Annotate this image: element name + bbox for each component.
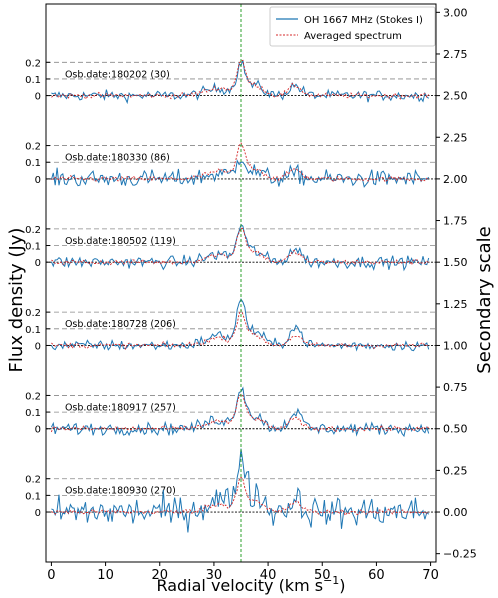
right-tick-label-1: 0.00	[443, 506, 468, 519]
x-tick-label-4: 40	[260, 568, 277, 583]
right-tick-label-12: 2.75	[443, 48, 468, 61]
panel-1-tick-label-0: 0	[35, 175, 41, 186]
x-tick-label-3: 30	[206, 568, 223, 583]
panel-5-tick-label-1: 0.1	[25, 491, 41, 502]
secondary-axis: −0.25 0.00 0.25 0.50 0.75 1.00 1.25 1.50 1.75 2.0…	[436, 6, 477, 561]
panel-4-tick-label-0: 0	[35, 425, 41, 436]
panel-1-tick-label-1: 0.1	[25, 158, 41, 169]
x-axis-title-sup: −1	[323, 574, 339, 587]
panel-3-averaged-line	[51, 308, 429, 351]
panel-0-stokes-line	[51, 59, 430, 105]
x-tick-label-5: 50	[314, 568, 331, 583]
panel-5-tick-label-2: 0.2	[25, 475, 41, 486]
panel-0-tick-label-1: 0.1	[25, 75, 41, 86]
panel-1-stokes-line	[50, 159, 430, 188]
panel-2-tick-label-1: 0.1	[25, 242, 41, 253]
panel-3-tick-label-2: 0.2	[25, 308, 41, 319]
right-tick-label-7: 1.50	[443, 256, 468, 269]
panel-1-averaged-line	[51, 142, 429, 183]
panel-3-tick-label-1: 0.1	[25, 325, 41, 336]
legend-label-stokes: OH 1667 MHz (Stokes I)	[304, 15, 423, 26]
x-tick-label-1: 10	[97, 568, 114, 583]
x-tick-label-2: 20	[151, 568, 168, 583]
right-tick-label-9: 2.00	[443, 173, 468, 186]
right-tick-label-8: 1.75	[443, 215, 468, 228]
right-tick-label-5: 1.00	[443, 339, 468, 352]
right-tick-label-0: −0.25	[443, 548, 477, 561]
panel-0-averaged-line	[51, 59, 430, 100]
right-tick-label-11: 2.50	[443, 90, 468, 103]
panel-3-tick-label-0: 0	[35, 341, 41, 352]
panel-1-tick-label-2: 0.2	[25, 142, 41, 153]
plot-frame	[45, 3, 437, 563]
x-axis: 0 10 20 30 40 50 60 70	[47, 562, 439, 583]
panel-2-averaged-line	[51, 227, 429, 266]
panel-4-tick-label-1: 0.1	[25, 408, 41, 419]
panel-0: 0 0.1 0.2 Osb.date:180202 (30)	[25, 58, 436, 105]
panel-5-stokes-line	[51, 448, 430, 533]
panel-2-label: Osb.date:180502 (119)	[65, 236, 176, 247]
secondary-axis-title: Secondary scale	[474, 226, 495, 373]
panel-0-label: Osb.date:180202 (30)	[65, 69, 170, 80]
panel-4-averaged-line	[50, 393, 429, 433]
x-axis-title-close: )	[339, 576, 345, 595]
panel-3-stokes-line	[50, 298, 430, 352]
right-tick-label-2: 0.25	[443, 464, 468, 477]
panel-2-tick-label-0: 0	[35, 258, 41, 269]
right-tick-label-4: 0.75	[443, 381, 468, 394]
right-tick-label-10: 2.25	[443, 131, 468, 144]
x-tick-label-6: 60	[368, 568, 385, 583]
x-axis-title: Radial velocity (km s−1)	[156, 574, 345, 595]
panel-5: 0 0.1 0.2 Osb.date:180930 (270)	[25, 448, 436, 533]
x-tick-label-0: 0	[47, 568, 55, 583]
right-tick-label-6: 1.25	[443, 298, 468, 311]
panel-2: 0 0.1 0.2 Osb.date:180502 (119)	[25, 223, 436, 272]
panel-4: 0 0.1 0.2 Osb.date:180917 (257)	[25, 386, 436, 438]
panel-1-label: Osb.date:180330 (86)	[65, 153, 170, 164]
panel-4-tick-label-2: 0.2	[25, 391, 41, 402]
x-axis-title-main: Radial velocity (km s	[156, 576, 323, 595]
right-tick-label-3: 0.50	[443, 423, 468, 436]
legend: OH 1667 MHz (Stokes I) Averaged spectrum	[269, 6, 436, 47]
panel-0-tick-label-0: 0	[35, 92, 41, 103]
panel-5-tick-label-0: 0	[35, 508, 41, 519]
legend-frame	[269, 6, 436, 47]
legend-label-averaged: Averaged spectrum	[304, 31, 402, 42]
panel-3-label: Osb.date:180728 (206)	[65, 319, 176, 330]
panel-0-tick-label-2: 0.2	[25, 58, 41, 69]
panel-4-label: Osb.date:180917 (257)	[65, 402, 176, 413]
panel-3: 0 0.1 0.2 Osb.date:180728 (206)	[25, 298, 436, 352]
panel-5-averaged-line	[51, 476, 429, 517]
y-axis-title: Flux density (Jy)	[6, 228, 27, 373]
panel-5-label: Osb.date:180930 (270)	[65, 486, 176, 497]
right-tick-label-13: 3.00	[443, 6, 468, 19]
panel-2-tick-label-2: 0.2	[25, 225, 41, 236]
x-tick-label-7: 70	[422, 568, 439, 583]
